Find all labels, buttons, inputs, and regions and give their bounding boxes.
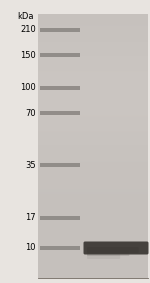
FancyBboxPatch shape [87, 250, 129, 256]
Bar [40, 163, 80, 167]
Bar [40, 111, 80, 115]
Bar [40, 216, 80, 220]
FancyBboxPatch shape [87, 253, 120, 259]
Text: 17: 17 [25, 213, 36, 222]
Text: 35: 35 [25, 160, 36, 170]
Text: 70: 70 [25, 108, 36, 117]
Bar [40, 53, 80, 57]
FancyBboxPatch shape [84, 241, 148, 254]
Text: 210: 210 [20, 25, 36, 35]
Text: kDa: kDa [18, 12, 34, 21]
FancyBboxPatch shape [87, 247, 139, 253]
Bar [40, 246, 80, 250]
Text: 10: 10 [26, 243, 36, 252]
Text: 150: 150 [20, 50, 36, 59]
Text: 100: 100 [20, 83, 36, 93]
Bar [40, 28, 80, 32]
Bar [40, 86, 80, 90]
